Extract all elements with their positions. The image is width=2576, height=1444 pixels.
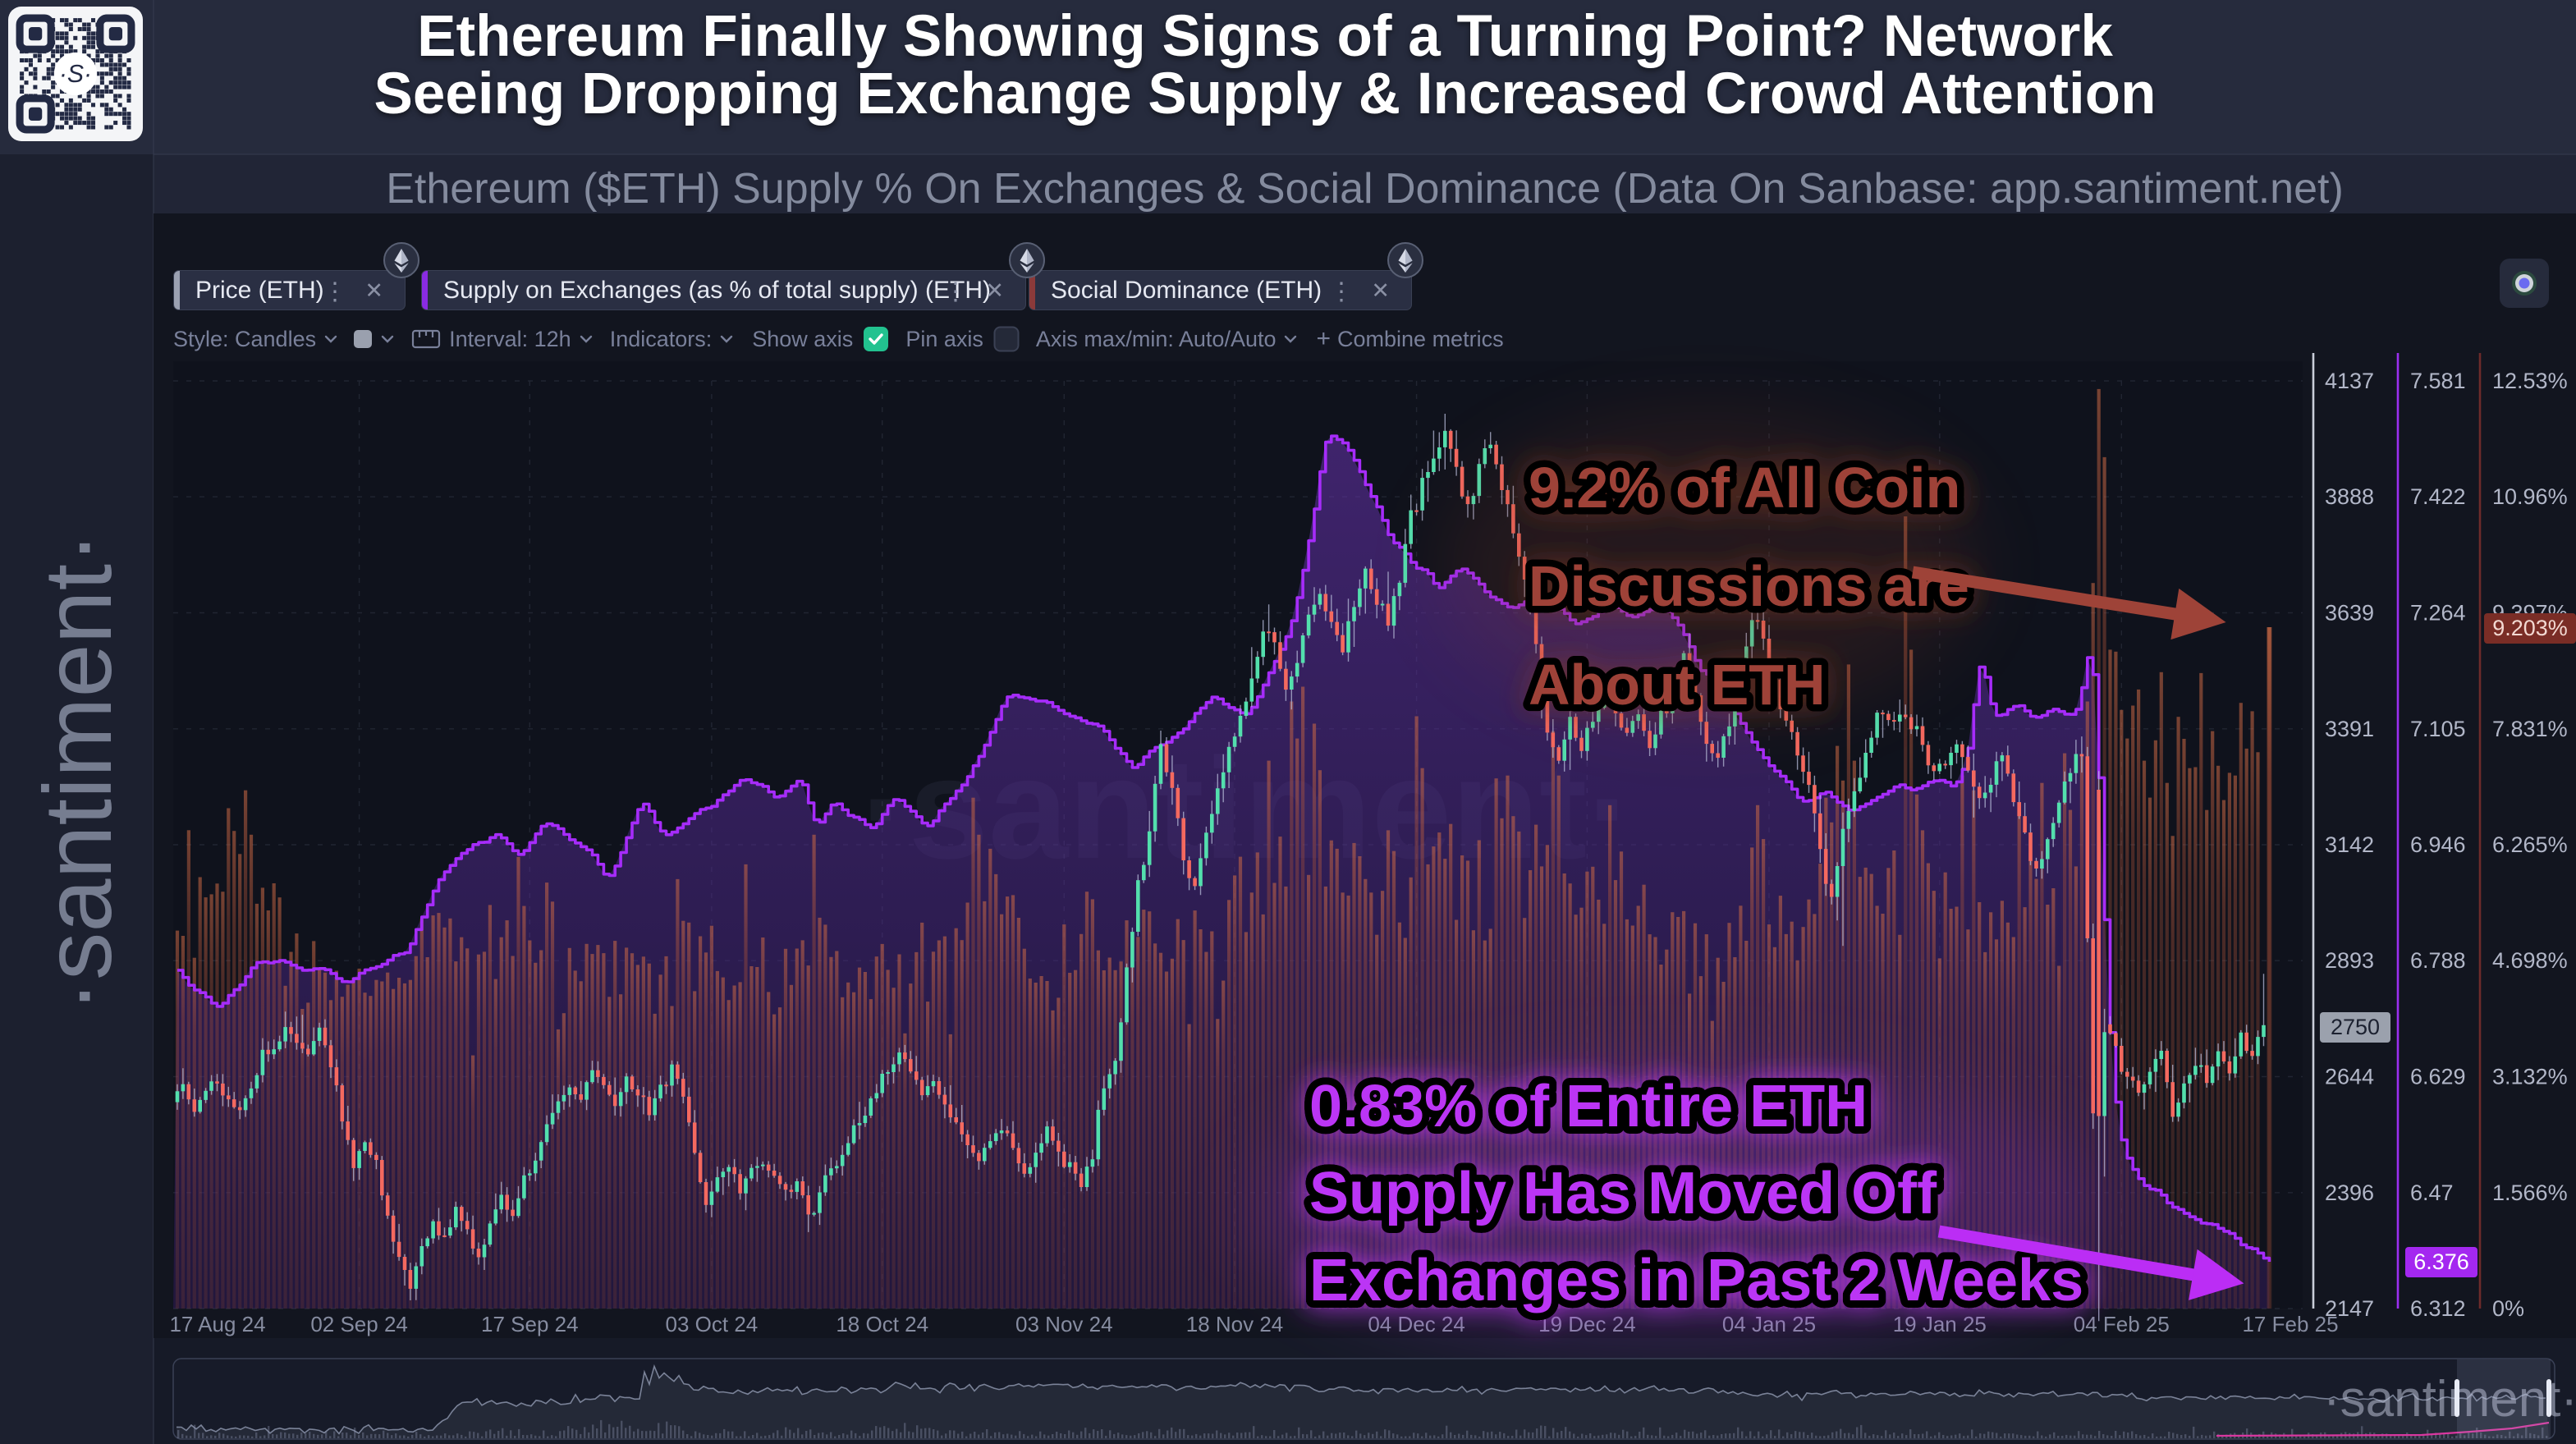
svg-text:04 Feb 25: 04 Feb 25 (2074, 1312, 2170, 1336)
svg-text:2396: 2396 (2325, 1180, 2374, 1205)
svg-text:0.83% of Entire ETH: 0.83% of Entire ETH (1309, 1074, 1868, 1139)
svg-text:9.203%: 9.203% (2492, 616, 2568, 640)
svg-text:17 Sep 24: 17 Sep 24 (481, 1312, 579, 1336)
svg-text:7.581: 7.581 (2410, 369, 2466, 393)
svg-text:4137: 4137 (2325, 369, 2374, 393)
svg-text:18 Oct 24: 18 Oct 24 (836, 1312, 928, 1336)
svg-text:2893: 2893 (2325, 948, 2374, 973)
svg-text:6.788: 6.788 (2410, 948, 2466, 973)
svg-text:7.422: 7.422 (2410, 484, 2466, 509)
svg-text:6.946: 6.946 (2410, 832, 2466, 857)
svg-text:3.132%: 3.132% (2492, 1065, 2568, 1089)
svg-text:Discussions are: Discussions are (1529, 554, 1969, 618)
svg-text:2750: 2750 (2331, 1015, 2380, 1039)
svg-text:0%: 0% (2492, 1296, 2524, 1321)
svg-text:12.53%: 12.53% (2492, 369, 2568, 393)
svg-text:6.312: 6.312 (2410, 1296, 2466, 1321)
svg-text:6.376: 6.376 (2413, 1249, 2469, 1274)
svg-text:9.2% of All Coin: 9.2% of All Coin (1529, 456, 1960, 520)
svg-text:3391: 3391 (2325, 717, 2374, 741)
svg-text:3142: 3142 (2325, 832, 2374, 857)
svg-text:2644: 2644 (2325, 1065, 2374, 1089)
svg-text:7.105: 7.105 (2410, 717, 2466, 741)
svg-text:·S·: ·S· (59, 61, 92, 88)
svg-text:3888: 3888 (2325, 484, 2374, 509)
svg-text:7.831%: 7.831% (2492, 717, 2568, 741)
svg-text:6.629: 6.629 (2410, 1065, 2466, 1089)
svg-text:02 Sep 24: 02 Sep 24 (310, 1312, 408, 1336)
svg-text:6.47: 6.47 (2410, 1180, 2454, 1205)
svg-text:10.96%: 10.96% (2492, 484, 2568, 509)
svg-text:18 Nov 24: 18 Nov 24 (1186, 1312, 1284, 1336)
svg-text:2147: 2147 (2325, 1296, 2374, 1321)
svg-text:Supply Has Moved Off: Supply Has Moved Off (1309, 1161, 1937, 1226)
svg-text:03 Oct 24: 03 Oct 24 (666, 1312, 759, 1336)
svg-text:17 Aug 24: 17 Aug 24 (169, 1312, 265, 1336)
svg-text:6.265%: 6.265% (2492, 832, 2568, 857)
svg-text:Exchanges in Past 2 Weeks: Exchanges in Past 2 Weeks (1309, 1248, 2083, 1313)
svg-text:4.698%: 4.698% (2492, 948, 2568, 973)
svg-text:7.264: 7.264 (2410, 601, 2466, 626)
svg-text:03 Nov 24: 03 Nov 24 (1015, 1312, 1113, 1336)
svg-text:·santiment·: ·santiment· (2323, 1371, 2576, 1428)
svg-text:3639: 3639 (2325, 601, 2374, 626)
svg-text:About ETH: About ETH (1529, 653, 1826, 717)
svg-text:17 Feb 25: 17 Feb 25 (2242, 1312, 2338, 1336)
svg-text:1.566%: 1.566% (2492, 1180, 2568, 1205)
